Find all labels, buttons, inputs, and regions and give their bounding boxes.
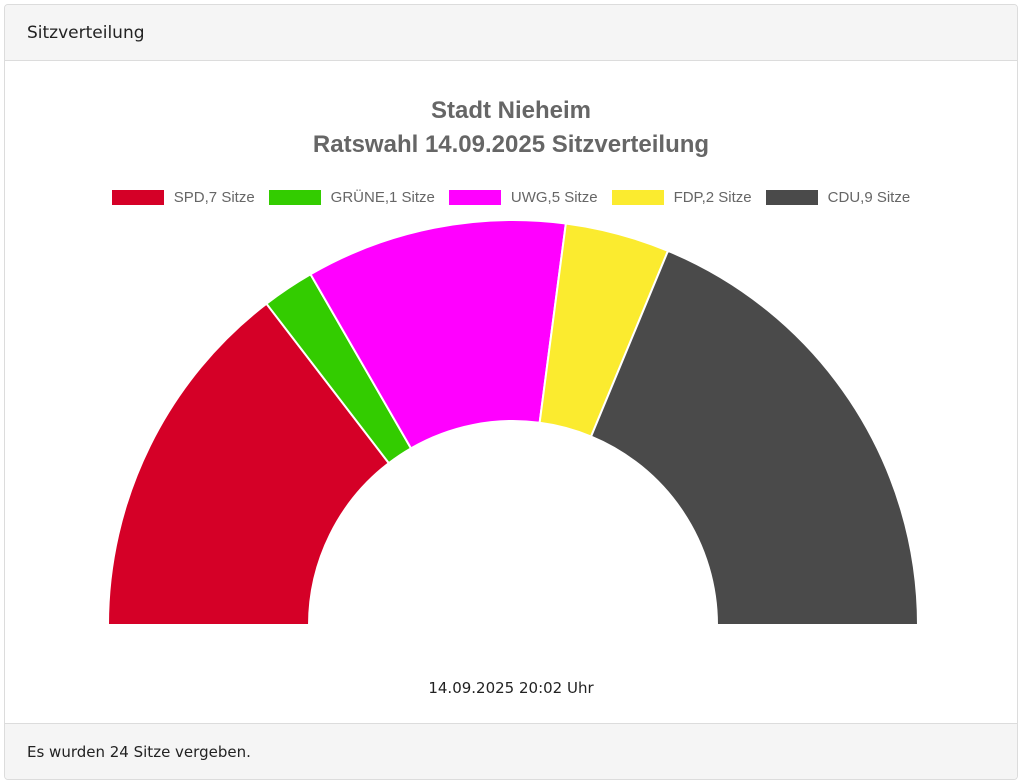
legend-label: GRÜNE,1 Sitze xyxy=(330,189,435,206)
legend-label: SPD,7 Sitze xyxy=(173,189,255,206)
half-donut-chart xyxy=(106,219,920,626)
legend-label: UWG,5 Sitze xyxy=(510,189,598,206)
legend-swatch xyxy=(111,190,164,205)
chart-legend: SPD,7 Sitze GRÜNE,1 Sitze UWG,5 Sitze FDP,2… xyxy=(5,189,1017,206)
legend-item-grüne[interactable]: GRÜNE,1 Sitze xyxy=(268,189,435,206)
legend-item-cdu[interactable]: CDU,9 Sitze xyxy=(765,189,911,206)
card-footer: Es wurden 24 Sitze vergeben. xyxy=(5,723,1017,779)
legend-swatch xyxy=(611,190,664,205)
legend-label: FDP,2 Sitze xyxy=(673,189,752,206)
timestamp: 14.09.2025 20:02 Uhr xyxy=(428,679,594,697)
legend-item-spd[interactable]: SPD,7 Sitze xyxy=(111,189,255,206)
legend-label: CDU,9 Sitze xyxy=(827,189,911,206)
legend-swatch xyxy=(765,190,818,205)
legend-item-fdp[interactable]: FDP,2 Sitze xyxy=(611,189,752,206)
chart-subtitle: Ratswahl 14.09.2025 Sitzverteilung xyxy=(312,131,710,158)
legend-swatch xyxy=(448,190,501,205)
legend-swatch xyxy=(268,190,321,205)
legend-item-uwg[interactable]: UWG,5 Sitze xyxy=(448,189,598,206)
segment-spd[interactable] xyxy=(106,302,391,626)
chart-title: Stadt Nieheim xyxy=(430,97,592,124)
segment-cdu[interactable] xyxy=(589,249,920,626)
seat-distribution-card: Sitzverteilung Stadt Nieheim Ratswahl 14… xyxy=(4,4,1018,780)
card-header: Sitzverteilung xyxy=(5,5,1017,61)
